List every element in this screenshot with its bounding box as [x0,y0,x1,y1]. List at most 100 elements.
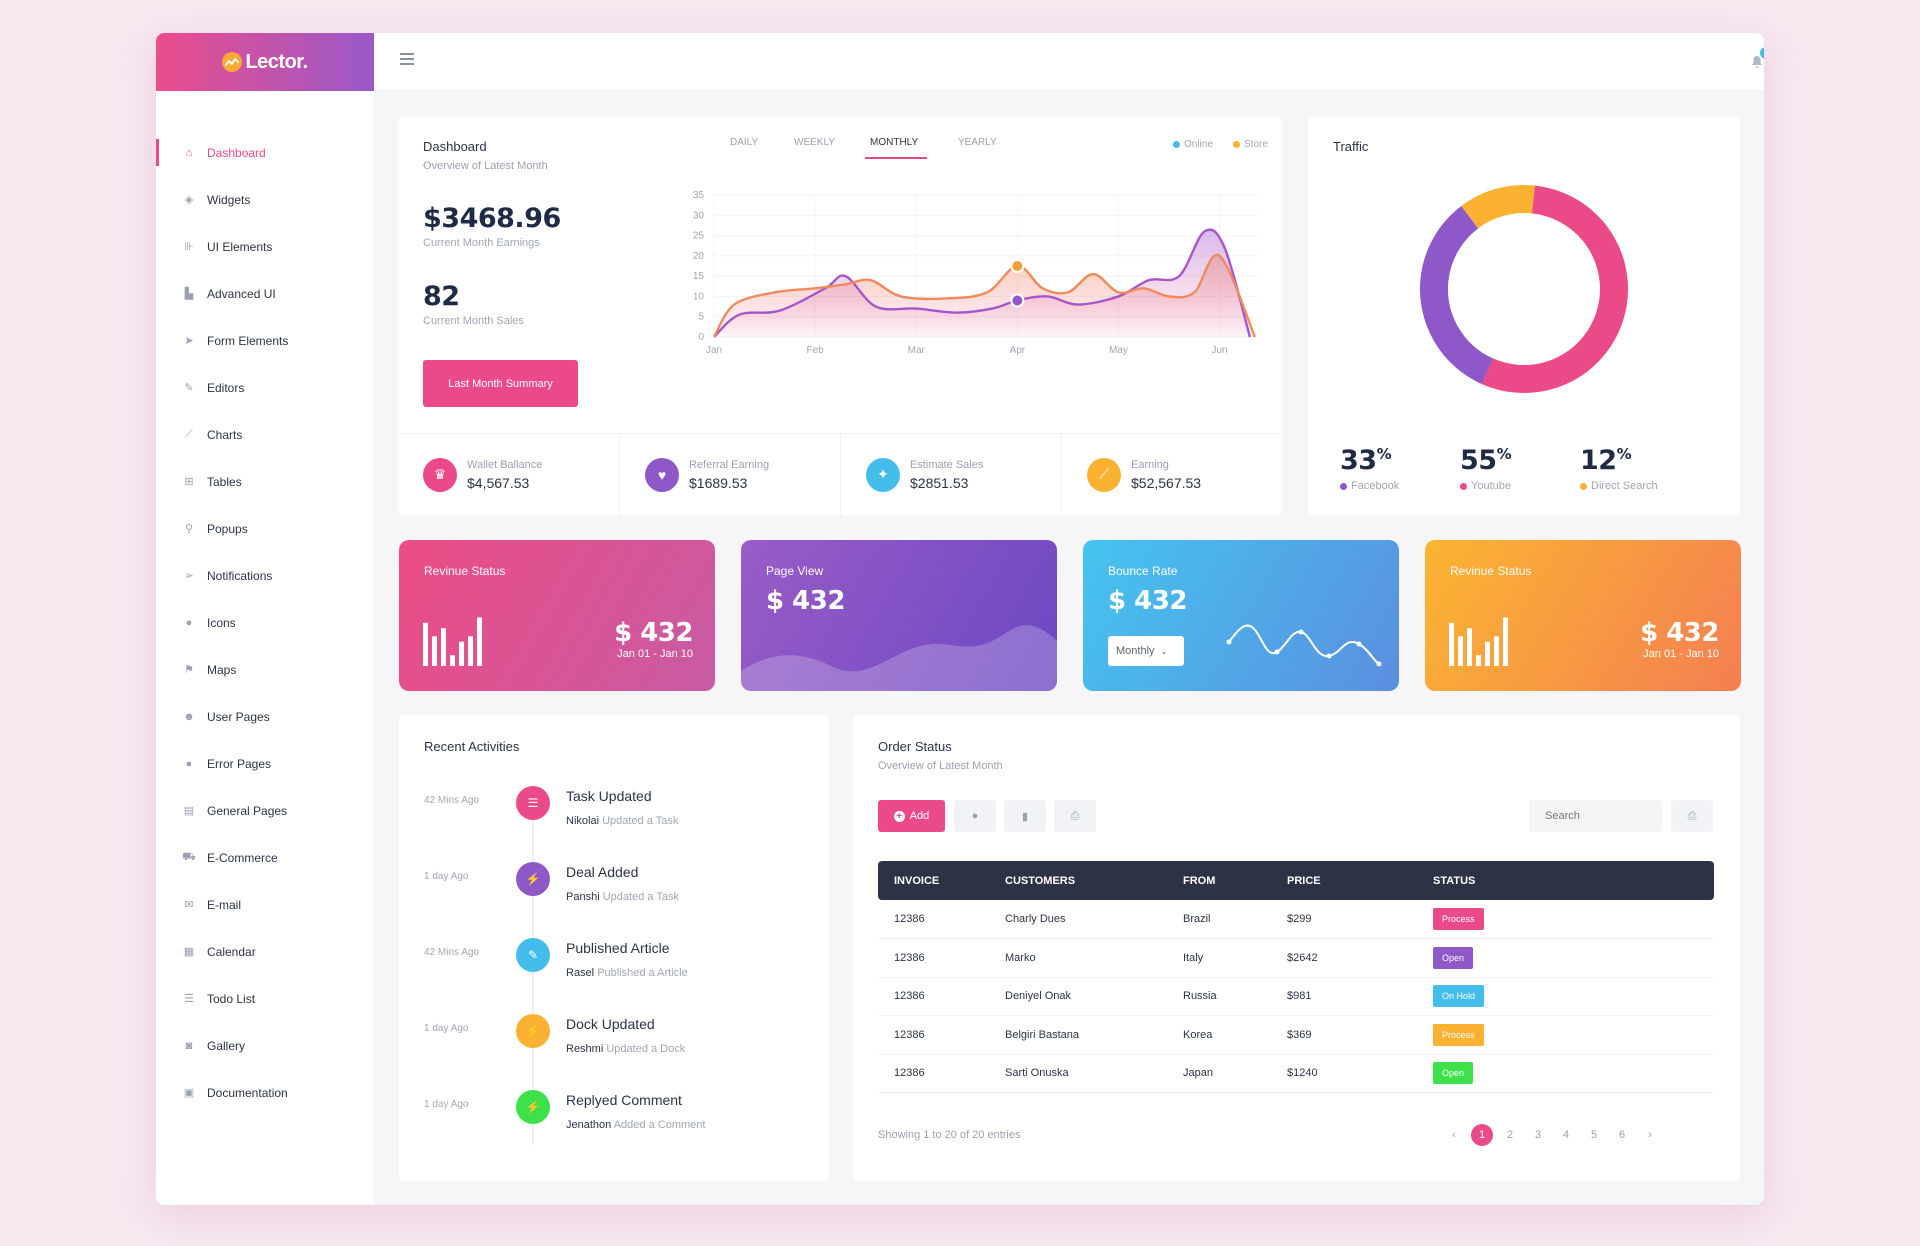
page-2[interactable]: 2 [1506,1129,1514,1141]
tab-daily[interactable]: DAILY [730,137,759,148]
sidebar-item-dashboard[interactable]: ⌂ Dashboard [156,129,374,176]
activity-subtitle: Jenathon Added a Comment [566,1119,705,1131]
traffic-item-facebook: 33% Facebook [1340,445,1399,492]
info-button[interactable]: ● [954,800,996,832]
traffic-label-row: Direct Search [1580,480,1658,492]
print-button[interactable]: ⎙ [1054,800,1096,832]
sidebar-item-popups[interactable]: ⚲ Popups [156,505,374,552]
donut-slice-facebook [1420,185,1628,393]
page-1[interactable]: 1 [1471,1124,1493,1146]
table-row[interactable]: 12386 Charly Dues Brazil $299 Process [878,900,1714,939]
activity-item[interactable]: 42 Mins Ago ✎ Published Article Rasel Publi… [399,929,829,1005]
order-status-card: Order Status Overview of Latest Month + … [853,715,1740,1181]
last-month-summary-button[interactable]: Last Month Summary [423,360,578,407]
revenue-status-card[interactable]: Revinue Status $ 432 Jan 01 - Jan 10 [399,540,715,691]
page-3[interactable]: 3 [1534,1129,1542,1141]
delete-button[interactable]: ▮ [1004,800,1046,832]
period-select[interactable]: Monthly ⌄ [1108,636,1184,666]
sidebar-item-advanced-ui[interactable]: ▙ Advanced UI [156,270,374,317]
y-tick-label: 25 [693,231,705,242]
sidebar-item-icons[interactable]: ● Icons [156,599,374,646]
revenue-status-card-2[interactable]: Revinue Status $ 432 Jan 01 - Jan 10 [1425,540,1741,691]
card-title: Revinue Status [1450,564,1532,578]
user-icon: ☻ [183,710,195,723]
stat-value: $52,567.53 [1131,474,1202,491]
sidebar-item-form-elements[interactable]: ➤ Form Elements [156,317,374,364]
cell-status: On Hold [1417,977,1714,1016]
page-4[interactable]: 4 [1562,1129,1570,1141]
stat-value: $1689.53 [689,474,748,491]
sidebar-item-gallery[interactable]: ◙ Gallery [156,1022,374,1069]
sidebar-item-editors[interactable]: ✎ Editors [156,364,374,411]
x-tick-label: Jan [706,345,722,356]
home-icon: ⌂ [185,146,193,159]
sidebar-item-e-commerce[interactable]: ⛟ E-Commerce [156,834,374,881]
cell-customer: Belgiri Bastana [989,1015,1167,1055]
sidebar-item-tables[interactable]: ⊞ Tables [156,458,374,505]
notification-bell-icon[interactable]: 3 [1746,47,1764,73]
chevron-down-icon: ⌄ [1160,646,1168,656]
search-input[interactable] [1529,800,1662,832]
table-row[interactable]: 12386 Belgiri Bastana Korea $369 Process [878,1015,1714,1055]
sidebar-item-e-mail[interactable]: ✉ E-mail [156,881,374,928]
sidebar-item-widgets[interactable]: ◈ Widgets [156,176,374,223]
traffic-card: Traffic 33% Facebook 55% Youtube 12% Direct S… [1308,117,1740,515]
sidebar-item-user-pages[interactable]: ☻ User Pages [156,693,374,740]
pager-prev-icon[interactable]: ‹ [1452,1129,1456,1141]
column-header-status[interactable]: STATUS [1417,861,1714,900]
sidebar-item-notifications[interactable]: ➢ Notifications [156,552,374,599]
search-print-button[interactable]: ⎙ [1671,800,1713,832]
brand[interactable]: Lector. [156,33,374,91]
column-header-price[interactable]: PRICE [1271,861,1417,900]
tab-weekly[interactable]: WEEKLY [794,137,835,148]
card-date: Jan 01 - Jan 10 [617,648,693,660]
traffic-label-row: Youtube [1460,480,1511,492]
activity-action: Updated a Task [602,891,679,903]
map-pin-icon: ⚑ [184,664,194,676]
table-row[interactable]: 12386 Sarti Onuska Japan $1240 Open [878,1054,1714,1093]
bounce-rate-card[interactable]: Bounce Rate $ 432 Monthly ⌄ [1083,540,1399,691]
sidebar-item-maps[interactable]: ⚑ Maps [156,646,374,693]
menu-toggle-icon[interactable] [400,53,414,67]
sidebar-item-error-pages[interactable]: ● Error Pages [156,740,374,787]
activity-user[interactable]: Nikolai [566,815,600,827]
traffic-title: Traffic [1333,139,1369,154]
sidebar-item-label: Widgets [207,192,251,207]
pager-next-icon[interactable]: › [1648,1129,1652,1141]
sidebar-item-general-pages[interactable]: ▤ General Pages [156,787,374,834]
column-header-invoice[interactable]: INVOICE [878,861,989,900]
cell-customer: Marko [989,938,1167,978]
table-row[interactable]: 12386 Marko Italy $2642 Open [878,938,1714,978]
activity-item[interactable]: 1 day Ago ⚡ Deal Added Panshi Updated a Tas… [399,853,829,929]
activity-user[interactable]: Jenathon [566,1119,612,1131]
tab-yearly[interactable]: YEARLY [958,137,997,148]
traffic-unit: % [1616,445,1632,463]
card-title: Bounce Rate [1108,564,1178,578]
traffic-value: 33 [1340,445,1377,476]
page-5[interactable]: 5 [1590,1129,1598,1141]
activity-user[interactable]: Reshmi [566,1043,604,1055]
activity-user[interactable]: Rasel [566,967,595,979]
page-6[interactable]: 6 [1618,1129,1626,1141]
traffic-value: 55 [1460,445,1497,476]
card-date: Jan 01 - Jan 10 [1643,648,1719,660]
sidebar-item-label: Calendar [207,944,256,959]
sidebar-item-documentation[interactable]: ▣ Documentation [156,1069,374,1116]
activity-subtitle: Reshmi Updated a Dock [566,1043,685,1055]
column-header-from[interactable]: FROM [1167,861,1271,900]
page-view-card[interactable]: Page View $ 432 [741,540,1057,691]
sidebar-item-calendar[interactable]: ▦ Calendar [156,928,374,975]
table-row[interactable]: 12386 Deniyel Onak Russia $981 On Hold [878,977,1714,1016]
column-header-customers[interactable]: CUSTOMERS [989,861,1167,900]
sidebar-item-charts[interactable]: ⟋ Charts [156,411,374,458]
tab-monthly[interactable]: MONTHLY [870,137,919,148]
search-icon: ⚲ [184,523,194,535]
sidebar-item-label: Form Elements [207,333,289,348]
add-button[interactable]: + Add [878,800,945,832]
sidebar-item-ui-elements[interactable]: ⊪ UI Elements [156,223,374,270]
activity-user[interactable]: Panshi [566,891,600,903]
activity-item[interactable]: 42 Mins Ago ☰ Task Updated Nikolai Updated … [399,777,829,853]
activity-item[interactable]: 1 day Ago ⚡ Dock Updated Reshmi Updated a D… [399,1005,829,1081]
activity-item[interactable]: 1 day Ago ⚡ Replyed Comment Jenathon Added … [399,1081,829,1157]
sidebar-item-todo-list[interactable]: ☰ Todo List [156,975,374,1022]
